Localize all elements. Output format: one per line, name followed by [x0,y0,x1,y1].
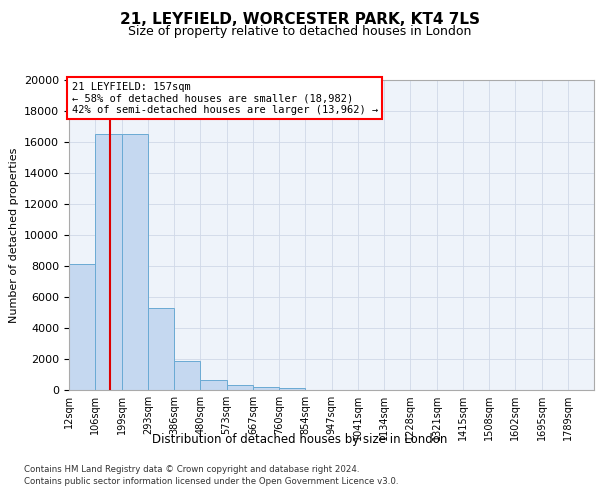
Text: Size of property relative to detached houses in London: Size of property relative to detached ho… [128,25,472,38]
Bar [253,386,279,390]
Text: Contains public sector information licensed under the Open Government Licence v3: Contains public sector information licen… [24,478,398,486]
Bar [174,362,200,390]
Bar [279,388,305,390]
Text: Contains HM Land Registry data © Crown copyright and database right 2024.: Contains HM Land Registry data © Crown c… [24,465,359,474]
Bar [69,264,95,390]
Y-axis label: Number of detached properties: Number of detached properties [8,148,19,322]
Bar [200,380,227,390]
Text: 21 LEYFIELD: 157sqm
← 58% of detached houses are smaller (18,982)
42% of semi-de: 21 LEYFIELD: 157sqm ← 58% of detached ho… [71,82,378,115]
Bar [121,134,148,390]
Bar [148,308,174,390]
Bar [227,386,253,390]
Text: Distribution of detached houses by size in London: Distribution of detached houses by size … [152,432,448,446]
Text: 21, LEYFIELD, WORCESTER PARK, KT4 7LS: 21, LEYFIELD, WORCESTER PARK, KT4 7LS [120,12,480,28]
Bar [95,134,121,390]
